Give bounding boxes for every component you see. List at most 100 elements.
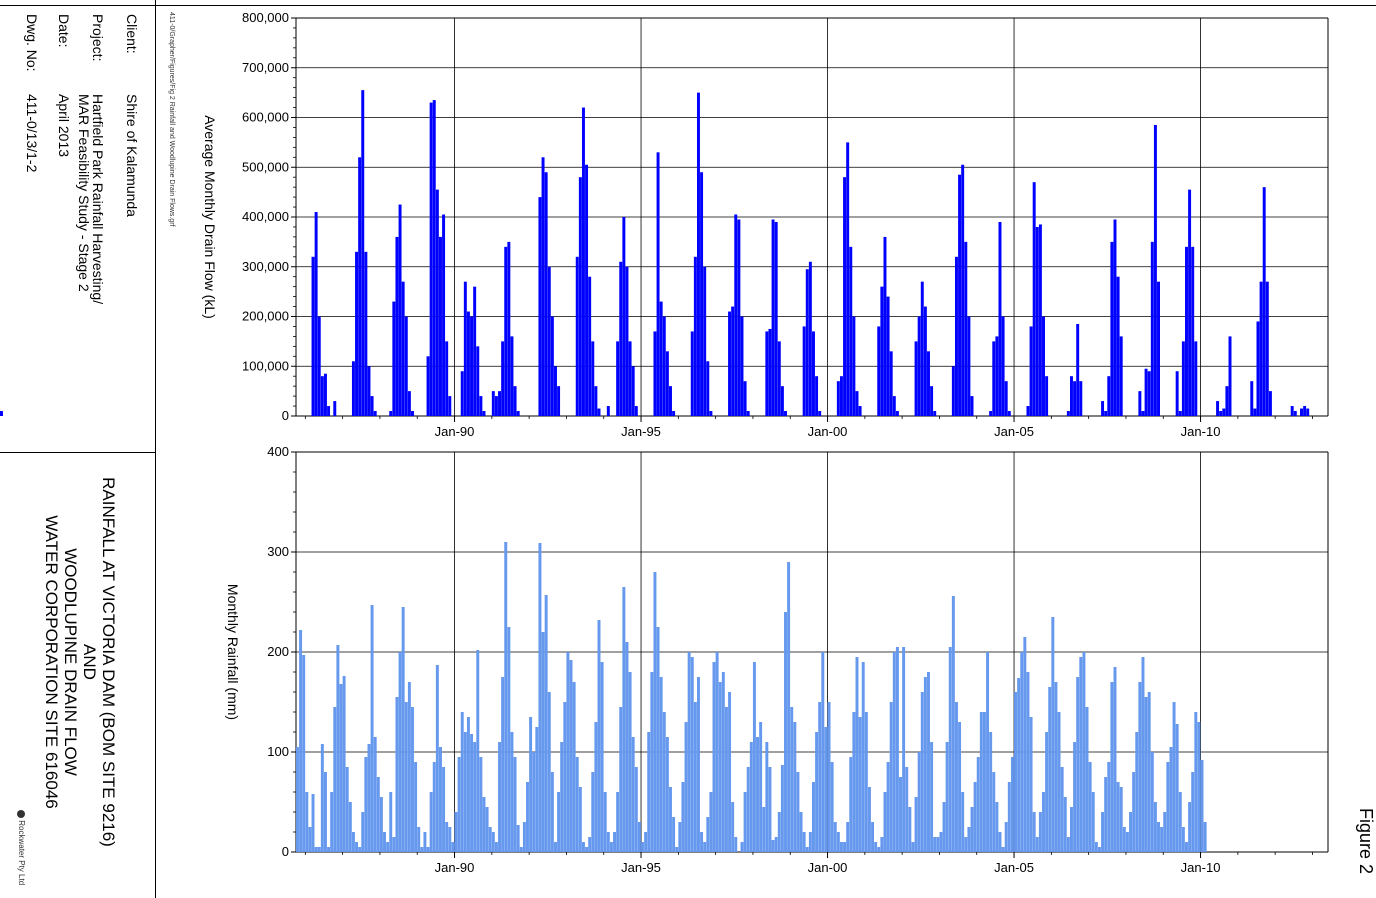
bar	[1150, 752, 1154, 852]
bar	[417, 827, 421, 852]
y-tick-label: 400	[267, 444, 289, 459]
bar	[330, 792, 334, 852]
bar	[557, 792, 561, 852]
bar	[818, 411, 822, 416]
bar	[839, 376, 843, 416]
bar	[1116, 782, 1120, 852]
y-axis-label: Average Monthly Drain Flow (kL)	[202, 115, 218, 319]
bar	[967, 827, 971, 852]
bar	[883, 236, 887, 416]
bar	[631, 366, 635, 416]
bar	[619, 707, 623, 852]
bar	[1178, 411, 1182, 416]
bar	[867, 787, 871, 852]
bar	[1132, 772, 1136, 852]
bar	[731, 802, 735, 852]
bar	[1147, 692, 1151, 852]
bar	[793, 722, 797, 852]
bar	[818, 702, 822, 852]
bar	[395, 236, 399, 416]
bar	[696, 677, 700, 852]
y-tick-label: 400,000	[242, 209, 289, 224]
bar	[734, 837, 738, 852]
bar	[1163, 812, 1167, 852]
bar	[392, 837, 396, 852]
bar	[1104, 777, 1108, 852]
bar	[774, 837, 778, 852]
bar	[855, 391, 859, 416]
bar	[731, 306, 735, 416]
bar	[998, 832, 1002, 852]
bar	[905, 767, 909, 852]
bar	[578, 787, 582, 852]
bar	[435, 665, 439, 852]
bar	[998, 221, 1002, 416]
bar	[756, 737, 760, 852]
bar	[448, 827, 452, 852]
bar	[889, 351, 893, 416]
bar	[656, 152, 660, 416]
bar	[1076, 323, 1080, 416]
bar	[526, 782, 529, 852]
bar	[992, 772, 996, 852]
bar	[1110, 682, 1114, 852]
bar	[728, 311, 732, 416]
bar	[659, 677, 663, 852]
bar	[911, 842, 915, 852]
bar	[1219, 411, 1223, 416]
bar	[373, 411, 377, 416]
bar	[491, 832, 495, 852]
bar	[718, 682, 722, 852]
bar	[1175, 724, 1179, 852]
x-tick-label: Jan-00	[808, 424, 848, 439]
bar	[1035, 837, 1039, 852]
bar	[373, 737, 377, 852]
bar	[1122, 827, 1126, 852]
rainfall-chart: 0 100 200 300 400 Jan-90 Jan-95 Jan-00 Jan-05 Jan…	[225, 444, 1329, 875]
bar	[504, 246, 508, 416]
bar	[367, 744, 371, 852]
bar	[476, 650, 480, 852]
bar	[740, 842, 744, 852]
bar	[1042, 792, 1045, 852]
bar	[448, 396, 452, 416]
bar	[982, 712, 986, 852]
bar	[460, 371, 464, 416]
bar	[1107, 376, 1111, 416]
bar	[1085, 707, 1089, 852]
bar	[498, 742, 502, 852]
bar	[681, 782, 685, 852]
bar	[954, 702, 958, 852]
bar	[370, 396, 374, 416]
y-tick-label: 0	[282, 408, 289, 423]
bar	[992, 341, 996, 416]
bar	[476, 346, 480, 416]
bar	[1023, 637, 1027, 852]
bar	[547, 692, 551, 852]
bar	[799, 812, 803, 852]
x-tick-label: Jan-05	[994, 424, 1034, 439]
y-tick-label: 200,000	[242, 309, 289, 324]
bar	[836, 832, 840, 852]
bar	[752, 662, 756, 852]
bar	[1038, 224, 1042, 416]
bar	[578, 177, 582, 416]
bar	[1203, 822, 1207, 852]
bar	[1054, 682, 1058, 852]
bar	[886, 762, 890, 852]
bar	[411, 411, 414, 416]
bar	[482, 797, 486, 852]
bar	[442, 214, 446, 416]
bar	[1250, 381, 1254, 416]
bar	[317, 847, 321, 852]
bar	[585, 164, 589, 416]
bar	[883, 792, 887, 852]
bar	[438, 747, 442, 852]
bar	[317, 316, 321, 416]
bar	[784, 411, 787, 416]
bar	[914, 341, 918, 416]
bar	[1188, 802, 1192, 852]
bar	[846, 142, 850, 416]
bar	[684, 722, 688, 852]
